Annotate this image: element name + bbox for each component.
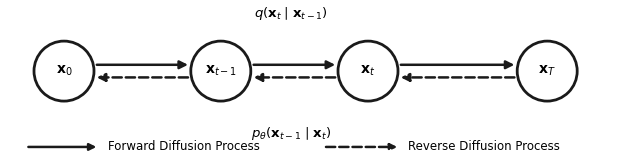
Text: $q(\mathbf{x}_t \mid \mathbf{x}_{t-1})$: $q(\mathbf{x}_t \mid \mathbf{x}_{t-1})$: [254, 5, 328, 22]
Text: Forward Diffusion Process: Forward Diffusion Process: [108, 140, 259, 153]
Ellipse shape: [338, 41, 398, 101]
Text: $\mathbf{x}_T$: $\mathbf{x}_T$: [538, 64, 556, 78]
Text: $\mathbf{x}_t$: $\mathbf{x}_t$: [360, 64, 376, 78]
Text: $p_\theta(\mathbf{x}_{t-1} \mid \mathbf{x}_t)$: $p_\theta(\mathbf{x}_{t-1} \mid \mathbf{…: [251, 125, 332, 142]
Text: $\mathbf{x}_{t-1}$: $\mathbf{x}_{t-1}$: [205, 64, 237, 78]
Ellipse shape: [517, 41, 577, 101]
Text: Reverse Diffusion Process: Reverse Diffusion Process: [408, 140, 560, 153]
Ellipse shape: [191, 41, 251, 101]
Ellipse shape: [34, 41, 94, 101]
Text: $\mathbf{x}_0$: $\mathbf{x}_0$: [56, 64, 72, 78]
